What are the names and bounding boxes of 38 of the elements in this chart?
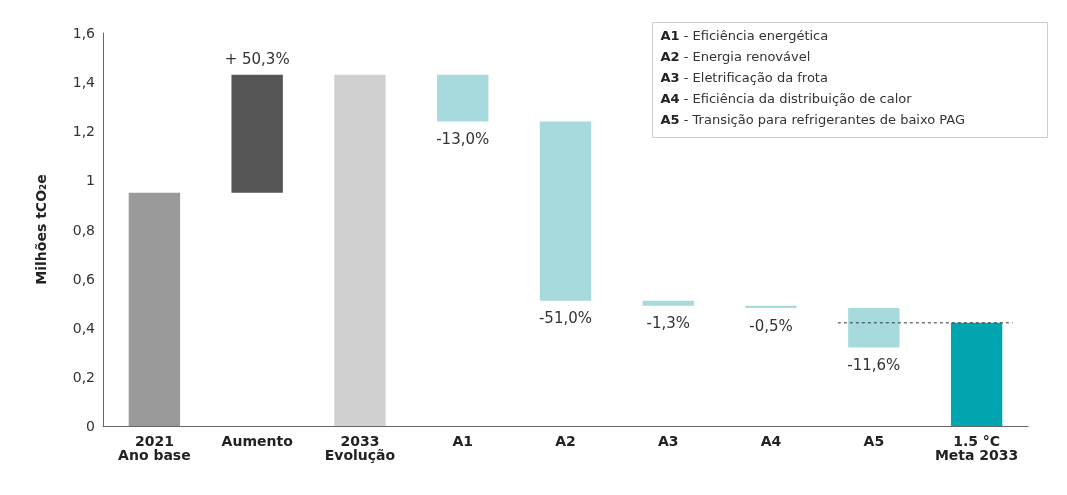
bar bbox=[437, 74, 489, 122]
y-tick-label: 1 bbox=[86, 172, 95, 189]
y-tick-label: 0 bbox=[86, 418, 95, 434]
bar bbox=[848, 308, 900, 348]
bar bbox=[231, 74, 283, 193]
annotation: -0,5% bbox=[749, 316, 793, 335]
annotation: A1 - Eficiência energética bbox=[660, 27, 829, 43]
annotation: A5 - Transição para refrigerantes de baixo PAG bbox=[660, 111, 966, 127]
x-tick-label: 2033 Evolução bbox=[324, 433, 396, 463]
annotation: + 50,3% bbox=[224, 50, 290, 69]
bar bbox=[539, 121, 592, 301]
bar bbox=[334, 74, 386, 426]
annotation: -13,0% bbox=[436, 129, 490, 148]
x-tick-label: 1.5 °C Meta 2033 bbox=[934, 433, 1019, 463]
x-tick-label: A3 bbox=[657, 433, 679, 449]
y-tick-label: 0,6 bbox=[72, 270, 96, 287]
x-tick-label: 2021 Ano base bbox=[118, 433, 191, 463]
bar bbox=[128, 192, 181, 426]
x-tick-label: A1 bbox=[452, 433, 474, 449]
bar bbox=[950, 322, 1003, 426]
y-tick-label: 0,4 bbox=[72, 319, 96, 336]
x-tick-label: A4 bbox=[760, 433, 782, 449]
annotation: A4 - Eficiência da distribuição de calor bbox=[660, 90, 913, 106]
y-tick-label: 1,6 bbox=[72, 25, 96, 41]
annotation: A2 - Energia renovável bbox=[660, 48, 811, 64]
annotation: A3 - Eletrificação da frota bbox=[660, 69, 828, 85]
annotation: -51,0% bbox=[538, 309, 593, 328]
y-axis-title: Milhões tCO₂e bbox=[33, 174, 49, 285]
annotation: -11,6% bbox=[847, 355, 901, 374]
y-tick-label: 0,8 bbox=[72, 221, 95, 238]
y-tick-label: 1,2 bbox=[72, 123, 95, 140]
x-tick-label: Aumento bbox=[221, 433, 294, 449]
annotation: -1,3% bbox=[646, 314, 691, 333]
bar bbox=[642, 300, 694, 306]
y-tick-label: 0,2 bbox=[72, 368, 95, 385]
x-tick-label: A2 bbox=[555, 433, 576, 449]
x-tick-label: A5 bbox=[863, 433, 885, 449]
y-tick-label: 1,4 bbox=[72, 74, 96, 91]
